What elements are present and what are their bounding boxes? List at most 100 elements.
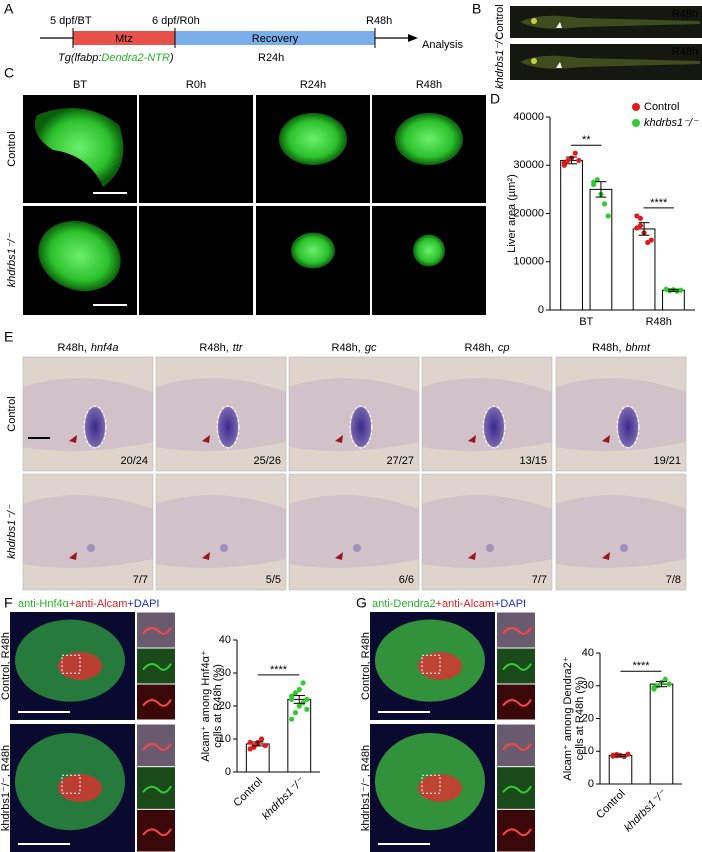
timeline-label: R24h [258,52,284,64]
liver-stain [87,544,95,552]
data-point [262,743,268,749]
column-gene: bhmt [625,342,650,354]
data-point [247,739,253,745]
arrowhead [602,435,610,443]
row-label: Control, R48h [360,632,372,700]
data-point [572,150,578,156]
error-bar [614,754,627,757]
column-gene: cp [498,342,510,354]
row-label: khdrbs1⁻/⁻ [6,232,18,287]
stain-part: anti-Dendra2 [372,598,436,610]
arrowhead [468,552,476,560]
larva-eye [531,58,537,64]
transgene-label: Tg(lfabp:Dendra2-NTR) [58,52,174,64]
data-point [648,237,654,243]
liver-stain [85,407,105,447]
data-point [296,703,302,709]
ratio-label: 7/7 [133,574,148,586]
panel-label: G [356,595,367,611]
larva-outline [556,495,686,568]
data-point [614,753,620,759]
ratio-label: 19/21 [653,455,681,467]
row-label: khdrbs1⁻/⁻, R48h [360,745,372,831]
column-time: R48h, [58,342,87,354]
y-axis-label: Liver area (µm²) [506,174,518,252]
ratio-label: 25/26 [253,455,281,467]
data-point [625,751,631,757]
timeline-arrow [408,34,418,42]
significance-label: **** [632,660,650,672]
error-bar [638,222,650,236]
ratio-label: 27/27 [386,455,414,467]
y-tick-label: 10 [582,745,594,757]
y-tick-label: 40 [219,634,231,646]
row-label: Control, R48h [0,632,12,700]
y-tick-label: 30 [219,667,231,679]
x-tick-label: Control [231,776,265,810]
x-tick-label: khdrbs1⁻/⁻ [260,775,307,822]
data-point [666,681,672,687]
data-point [601,201,608,207]
column-gene: ttr [233,342,244,354]
stain-part: +anti-Alcam [436,598,494,610]
data-point [289,716,295,722]
column-time: R48h, [332,342,361,354]
inset-signal [142,828,172,837]
arrowhead [69,435,77,443]
arrowhead [556,62,562,68]
arrowhead [202,552,210,560]
y-tick-label: 0 [588,778,594,790]
panel-label: E [4,329,13,345]
x-tick-label: khdrbs1⁻/⁻ [622,787,669,834]
liver-signal [38,221,121,292]
liver-stain [618,407,638,447]
error-bar [252,741,264,747]
ratio-label: 13/15 [519,455,547,467]
liver-outline [616,405,640,449]
column-label: R24h [300,79,326,91]
row-label: khdrbs1⁻/⁻ [494,34,506,89]
y-axis-label: Alcam⁺ among Dendra2⁺ [562,656,574,780]
timeline-label: Recovery [252,33,299,45]
row-label: Control [6,396,18,431]
larva-outline [422,495,552,568]
bar [560,159,583,311]
column-time: R48h, [465,342,494,354]
panel-label: D [490,91,500,107]
tissue-red [418,774,462,802]
bar [589,188,613,311]
larva-eye [531,18,537,24]
zoom-box [421,774,441,794]
ratio-label: 7/8 [666,574,681,586]
column-label: R48h, gc [332,342,377,354]
error-bar [566,156,578,165]
x-tick-label: BT [579,316,593,328]
stain-label: anti-Dendra2+anti-Alcam+DAPI [372,598,526,610]
bar [649,683,674,785]
data-point [576,157,582,164]
data-point [561,160,567,166]
zoom-box [421,654,441,674]
error-bar [595,181,607,198]
arrowhead [69,552,77,560]
liver-signal [395,113,463,165]
arrowhead [468,435,476,443]
row-label: Control [494,4,506,39]
row-label: khdrbs1⁻/⁻, R48h [0,745,12,831]
image-label: R48h [672,8,698,20]
liver-outline [482,405,506,449]
data-point [651,684,657,690]
larva-body [520,15,700,29]
liver-stain [351,407,371,447]
y-tick-label: 0 [225,766,231,778]
fluorescence-image [139,206,253,315]
data-point [300,700,306,706]
timeline-label: R48h [366,15,392,27]
column-gene: hnf4a [91,342,119,354]
y-axis-label: cells at R48h (%) [212,664,224,748]
column-label: R48h, cp [465,342,510,354]
liver-outline [349,405,373,449]
legend-marker [632,119,640,127]
significance-label: **** [650,197,668,209]
